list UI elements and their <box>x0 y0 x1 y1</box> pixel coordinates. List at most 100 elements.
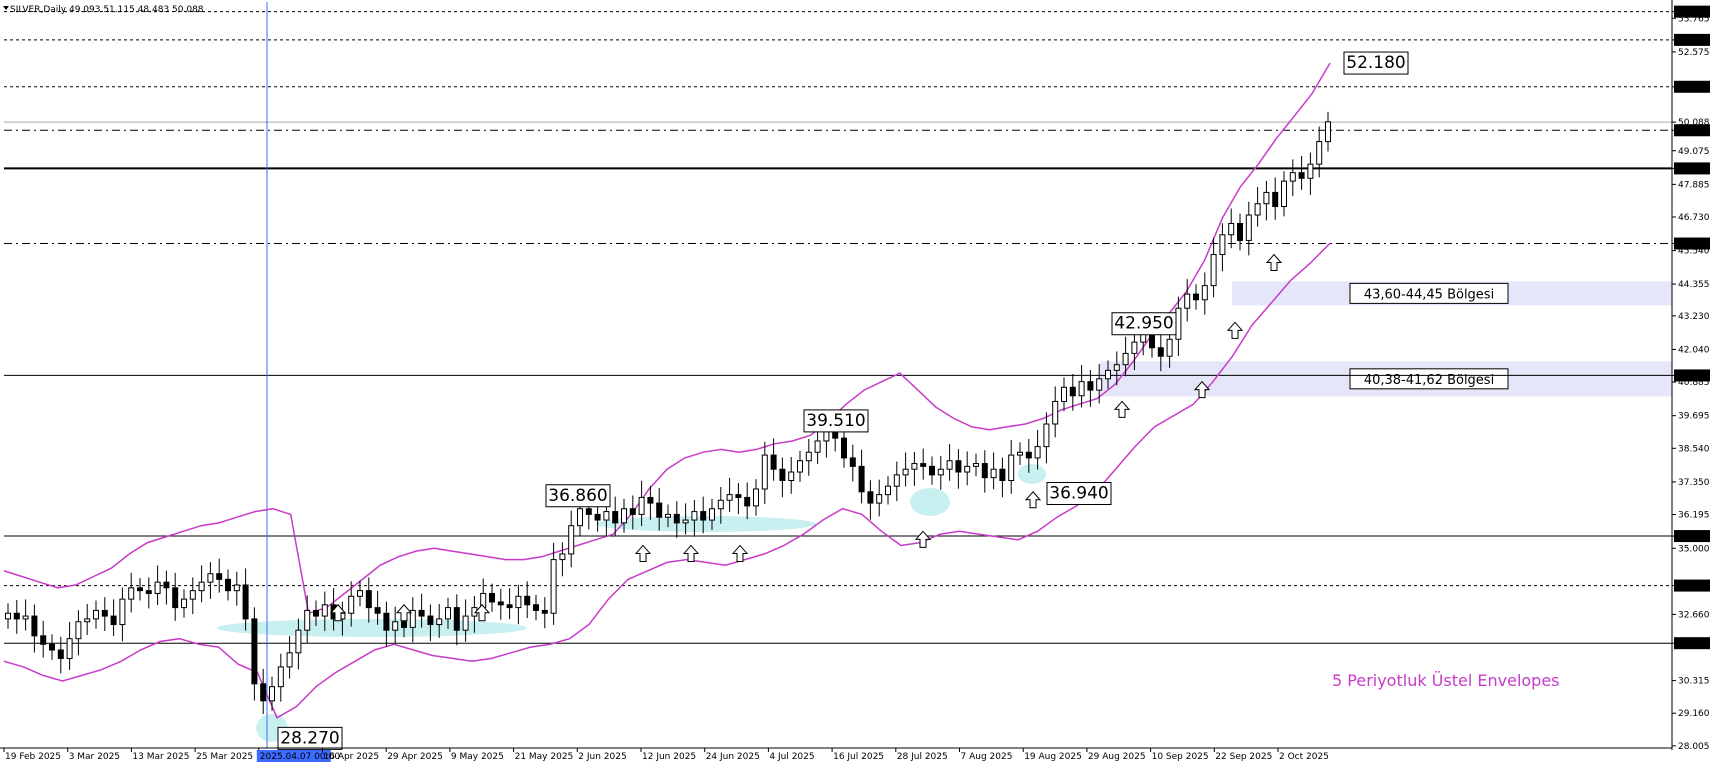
candle-bull[interactable] <box>1184 293 1191 309</box>
candle-bear[interactable] <box>374 607 381 614</box>
candle-bull[interactable] <box>295 629 302 654</box>
candle-bull[interactable] <box>1061 386 1067 402</box>
candle-bear[interactable] <box>779 468 786 482</box>
candle-bull[interactable] <box>559 553 566 561</box>
candle-bear[interactable] <box>673 513 680 524</box>
candle-bear[interactable] <box>172 587 179 609</box>
candle-bull[interactable] <box>788 471 795 482</box>
candle-bear[interactable] <box>929 465 935 476</box>
candle-bull[interactable] <box>1307 163 1314 179</box>
candle-bull[interactable] <box>1122 352 1129 366</box>
candle-bear[interactable] <box>858 465 865 493</box>
candle-bear[interactable] <box>999 468 1006 482</box>
candle-bear[interactable] <box>647 496 654 504</box>
candle-bull[interactable] <box>814 440 821 453</box>
candle-bear[interactable] <box>770 454 777 470</box>
candle-bear[interactable] <box>585 508 592 515</box>
candle-bull[interactable] <box>726 494 733 501</box>
candle-bull[interactable] <box>84 618 91 623</box>
candle-bull[interactable] <box>1052 400 1059 425</box>
candle-bull[interactable] <box>964 465 971 473</box>
candle-bull[interactable] <box>902 468 909 476</box>
candle-bear[interactable] <box>981 463 988 479</box>
candle-bull[interactable] <box>348 595 355 614</box>
candle-bull[interactable] <box>1289 172 1296 182</box>
candle-bear[interactable] <box>260 683 267 702</box>
candle-bull[interactable] <box>181 598 187 609</box>
candle-bear[interactable] <box>137 587 143 592</box>
candle-bull[interactable] <box>753 488 759 507</box>
candle-bull[interactable] <box>445 607 451 620</box>
candle-bear[interactable] <box>313 609 319 617</box>
candle-bull[interactable] <box>893 474 900 487</box>
candle-bull[interactable] <box>665 513 671 518</box>
candle-bear[interactable] <box>1272 191 1279 208</box>
candle-bear[interactable] <box>49 643 55 651</box>
candle-bull[interactable] <box>911 463 918 470</box>
candle-bull[interactable] <box>937 468 944 476</box>
candle-bear[interactable] <box>31 615 38 637</box>
candle-bull[interactable] <box>75 621 82 640</box>
candle-bull[interactable] <box>392 621 399 631</box>
candle-bear[interactable] <box>1069 386 1076 397</box>
candle-bear[interactable] <box>251 618 258 685</box>
candle-bear[interactable] <box>57 649 64 659</box>
candle-bear[interactable] <box>612 511 619 524</box>
candle-bull[interactable] <box>682 519 689 524</box>
candle-bear[interactable] <box>216 573 223 580</box>
candle-bull[interactable] <box>1175 307 1182 340</box>
candle-bull[interactable] <box>198 581 205 592</box>
candle-bull[interactable] <box>1325 121 1331 143</box>
candle-bull[interactable] <box>1008 454 1015 482</box>
candle-bull[interactable] <box>709 508 715 521</box>
candle-bull[interactable] <box>1254 203 1261 216</box>
candle-bear[interactable] <box>524 595 531 606</box>
candle-bear[interactable] <box>1157 347 1164 357</box>
candle-bull[interactable] <box>1219 234 1226 256</box>
candle-bull[interactable] <box>277 666 284 688</box>
candle-bear[interactable] <box>849 457 856 467</box>
candle-bear[interactable] <box>629 508 636 515</box>
candle-bear[interactable] <box>145 590 152 594</box>
candle-bear[interactable] <box>225 578 231 592</box>
candle-bull[interactable] <box>357 590 363 597</box>
candle-bull[interactable] <box>1281 180 1287 208</box>
candle-bull[interactable] <box>119 598 126 626</box>
candle-bear[interactable] <box>541 609 548 614</box>
candle-bull[interactable] <box>550 559 557 614</box>
candle-bear[interactable] <box>1298 172 1305 179</box>
candle-bear[interactable] <box>418 609 425 617</box>
candle-bull[interactable] <box>1105 369 1111 380</box>
candle-bear[interactable] <box>920 463 927 467</box>
candle-bear[interactable] <box>13 612 20 620</box>
candle-bear[interactable] <box>383 612 390 631</box>
candle-bear[interactable] <box>735 494 742 498</box>
candle-bull[interactable] <box>462 615 469 631</box>
candle-bull[interactable] <box>1131 341 1138 354</box>
candle-bear[interactable] <box>163 581 170 589</box>
candle-bull[interactable] <box>269 686 275 702</box>
candle-bull[interactable] <box>93 609 99 620</box>
candle-bull[interactable] <box>1245 214 1252 241</box>
candle-bull[interactable] <box>990 468 997 479</box>
candle-bull[interactable] <box>154 581 161 594</box>
candle-bull[interactable] <box>568 525 575 555</box>
candle-bear[interactable] <box>110 615 117 626</box>
candle-bull[interactable] <box>638 496 645 515</box>
candle-bear[interactable] <box>506 604 513 609</box>
candle-bear[interactable] <box>955 460 962 473</box>
candle-bull[interactable] <box>409 609 416 628</box>
candle-bull[interactable] <box>1017 451 1023 456</box>
candle-bull[interactable] <box>1316 141 1323 165</box>
candle-bull[interactable] <box>304 609 311 631</box>
candle-bear[interactable] <box>841 437 847 459</box>
candle-bull[interactable] <box>876 494 883 504</box>
candle-bear[interactable] <box>453 607 460 631</box>
candle-bull[interactable] <box>436 618 443 626</box>
candle-bull[interactable] <box>5 612 11 620</box>
candle-bear[interactable] <box>1087 381 1094 391</box>
candle-bull[interactable] <box>797 460 803 473</box>
candle-bull[interactable] <box>1113 364 1120 371</box>
candle-bear[interactable] <box>533 604 539 611</box>
